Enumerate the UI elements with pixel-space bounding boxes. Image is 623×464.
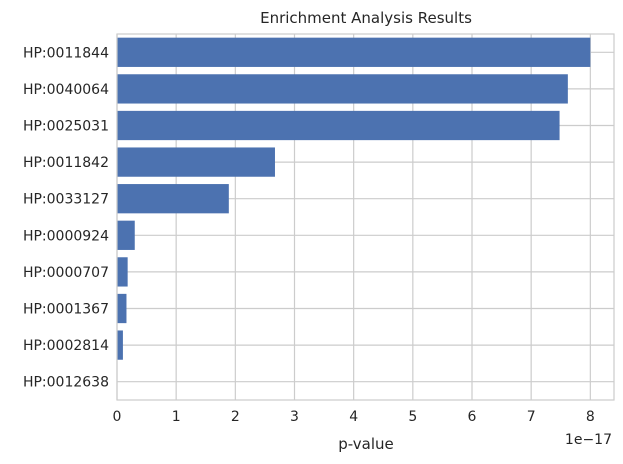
y-tick-label: HP:0011844 [23,45,109,61]
bar-hp-0025031 [117,110,560,141]
x-tick-label: 3 [290,409,299,425]
x-tick-label: 5 [408,409,417,425]
x-tick-label: 2 [231,409,240,425]
bar-hp-0000924 [117,220,135,250]
bar-hp-0040064 [117,74,568,104]
plot-frame [116,33,615,401]
y-tick-label: HP:0012638 [23,375,109,391]
x-tick-label: 6 [468,409,477,425]
x-tick-label: 0 [113,409,122,425]
x-tick-labels: 0 1 2 3 4 5 6 7 8 [113,409,595,425]
frame-layer [116,33,615,401]
y-tick-label: HP:0025031 [23,119,109,135]
bar-hp-0002814 [117,330,123,360]
bar-hp-0011842 [117,147,275,177]
y-tick-label: HP:0002814 [23,338,109,354]
x-scale-label: 1e−17 [565,432,612,448]
y-tick-label: HP:0033127 [23,192,109,208]
chart-title: Enrichment Analysis Results [260,9,472,27]
x-tick-label: 1 [172,409,181,425]
bar-hp-0001367 [117,293,127,324]
y-tick-labels: HP:0011844 HP:0040064 HP:0025031 HP:0011842… [23,45,109,390]
y-tick-label: HP:0040064 [23,82,109,98]
y-tick-label: HP:0000707 [23,265,109,281]
x-tick-label: 7 [527,409,536,425]
y-tick-label: HP:0011842 [23,155,109,171]
x-tick-label: 8 [586,409,595,425]
y-tick-label: HP:0001367 [23,302,109,318]
bar-hp-0033127 [117,184,229,214]
y-tick-label: HP:0000924 [23,228,109,244]
x-tick-label: 4 [349,409,358,425]
x-axis-label: p-value [338,435,394,453]
bar-hp-0011844 [117,37,591,67]
bars-layer [117,37,591,360]
bar-hp-0000707 [117,257,128,287]
